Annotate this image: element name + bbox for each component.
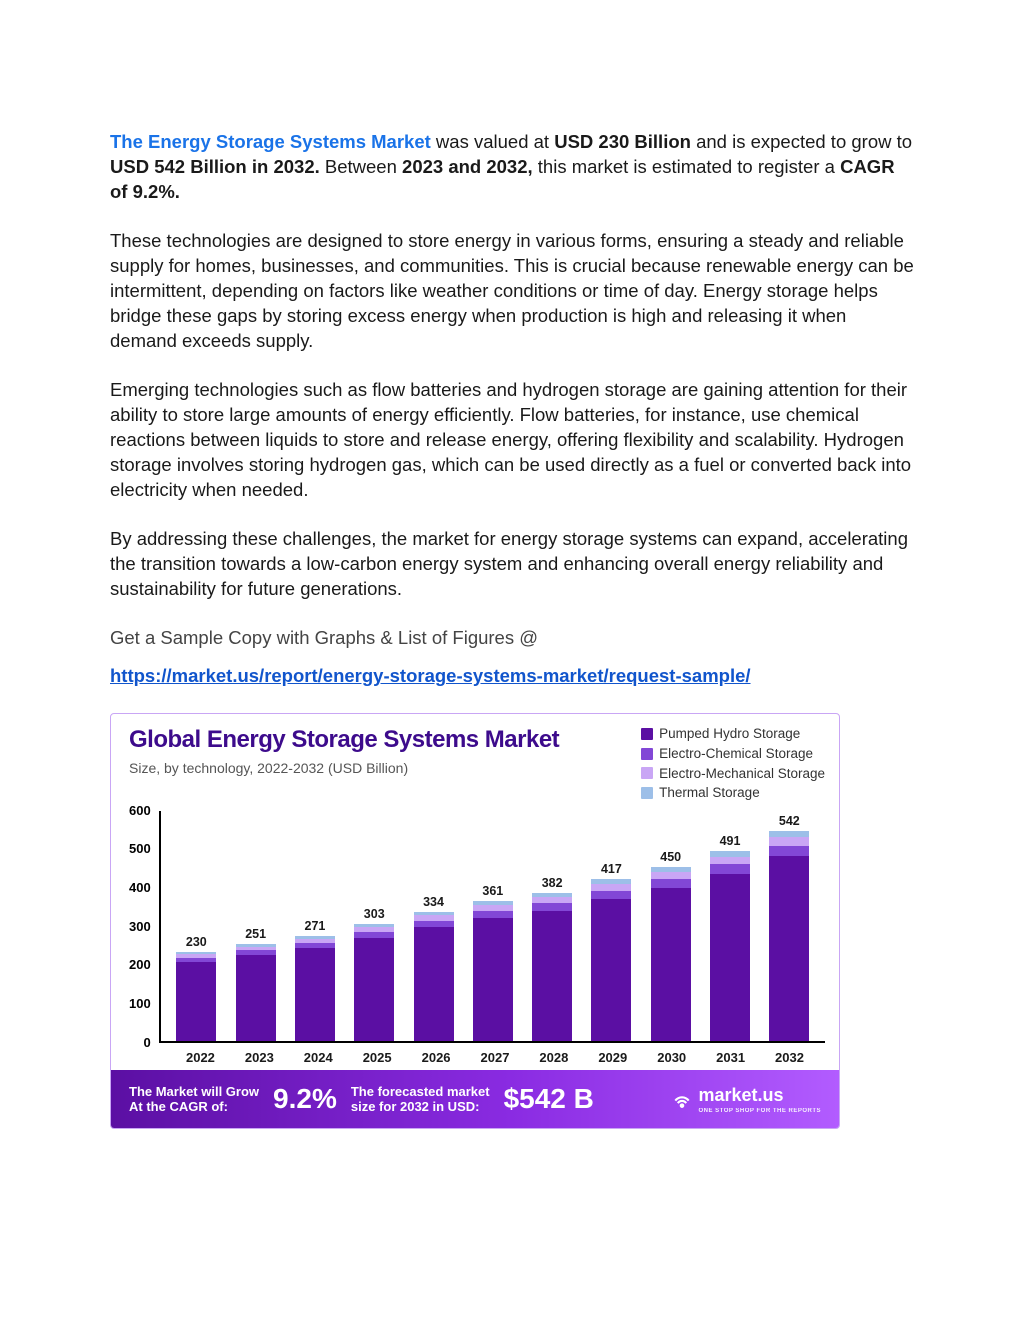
bar-segment-pumped_hydro bbox=[532, 911, 572, 1041]
bar-value-label: 382 bbox=[542, 875, 563, 892]
bar-value-label: 230 bbox=[186, 934, 207, 951]
bar-segment-electro_mechanical bbox=[769, 837, 809, 845]
bar-group: 417 bbox=[591, 879, 631, 1040]
bar-segment-pumped_hydro bbox=[295, 948, 335, 1040]
bar-group: 251 bbox=[236, 944, 276, 1041]
x-tick: 2031 bbox=[711, 1049, 751, 1067]
legend-item: Electro-Chemical Storage bbox=[641, 744, 825, 764]
intro-bold2: USD 542 Billion in 2032. bbox=[110, 156, 320, 177]
legend-label: Thermal Storage bbox=[659, 783, 760, 803]
paragraph-4: By addressing these challenges, the mark… bbox=[110, 527, 916, 602]
x-tick: 2032 bbox=[770, 1049, 810, 1067]
bar-segment-pumped_hydro bbox=[236, 955, 276, 1040]
bar-segment-electro_chemical bbox=[473, 911, 513, 918]
bar-segment-electro_chemical bbox=[591, 891, 631, 899]
bar-segment-electro_mechanical bbox=[651, 872, 691, 879]
bar-segment-pumped_hydro bbox=[176, 962, 216, 1040]
x-tick: 2030 bbox=[652, 1049, 692, 1067]
bar-group: 491 bbox=[710, 851, 750, 1041]
banner-mid: The forecasted marketsize for 2032 in US… bbox=[351, 1084, 490, 1115]
intro-seg3: Between bbox=[320, 156, 402, 177]
bar-segment-pumped_hydro bbox=[769, 856, 809, 1040]
bar-value-label: 542 bbox=[779, 813, 800, 830]
intro-paragraph: The Energy Storage Systems Market was va… bbox=[110, 130, 916, 205]
plot-area: 230 251 271 303 334 361 382 417 450 491 542 bbox=[159, 811, 825, 1043]
chart-subtitle: Size, by technology, 2022-2032 (USD Bill… bbox=[129, 759, 559, 778]
bar-group: 450 bbox=[651, 867, 691, 1041]
bar-segment-pumped_hydro bbox=[354, 938, 394, 1041]
bar-value-label: 491 bbox=[720, 833, 741, 850]
paragraph-3: Emerging technologies such as flow batte… bbox=[110, 378, 916, 503]
sample-url-link[interactable]: https://market.us/report/energy-storage-… bbox=[110, 665, 751, 686]
bar-group: 334 bbox=[414, 912, 454, 1041]
intro-seg2: and is expected to grow to bbox=[691, 131, 912, 152]
bar-group: 382 bbox=[532, 893, 572, 1041]
banner-forecast: $542 B bbox=[504, 1080, 594, 1118]
sample-label: Get a Sample Copy with Graphs & List of … bbox=[110, 626, 916, 651]
chart-card: Global Energy Storage Systems Market Siz… bbox=[110, 713, 840, 1129]
legend-label: Electro-Mechanical Storage bbox=[659, 764, 825, 784]
bar-group: 361 bbox=[473, 901, 513, 1041]
intro-seg4: this market is estimated to register a bbox=[533, 156, 840, 177]
bar-segment-electro_chemical bbox=[651, 879, 691, 888]
bar-segment-electro_mechanical bbox=[710, 857, 750, 865]
legend-swatch bbox=[641, 767, 653, 779]
bar-value-label: 251 bbox=[245, 926, 266, 943]
bar-group: 230 bbox=[176, 952, 216, 1041]
bar-segment-pumped_hydro bbox=[591, 899, 631, 1041]
x-tick: 2028 bbox=[534, 1049, 574, 1067]
bar-segment-pumped_hydro bbox=[651, 888, 691, 1041]
bar-group: 271 bbox=[295, 936, 335, 1041]
bar-value-label: 334 bbox=[423, 894, 444, 911]
legend-item: Electro-Mechanical Storage bbox=[641, 764, 825, 784]
legend-swatch bbox=[641, 748, 653, 760]
bar-segment-electro_chemical bbox=[532, 903, 572, 910]
bar-value-label: 417 bbox=[601, 861, 622, 878]
x-axis: 2022 2023 2024 2025 2026 2027 2028 2029 2030 2031… bbox=[165, 1043, 825, 1067]
x-tick: 2025 bbox=[357, 1049, 397, 1067]
market-title-link[interactable]: The Energy Storage Systems Market bbox=[110, 131, 431, 152]
x-tick: 2022 bbox=[180, 1049, 220, 1067]
x-tick: 2026 bbox=[416, 1049, 456, 1067]
legend-swatch bbox=[641, 787, 653, 799]
x-tick: 2023 bbox=[239, 1049, 279, 1067]
bar-value-label: 361 bbox=[482, 883, 503, 900]
bar-value-label: 303 bbox=[364, 906, 385, 923]
banner-left: The Market will GrowAt the CAGR of: bbox=[129, 1084, 259, 1115]
y-axis: 6005004003002001000 bbox=[129, 811, 159, 1043]
legend-swatch bbox=[641, 728, 653, 740]
bar-segment-electro_chemical bbox=[710, 864, 750, 873]
legend-item: Pumped Hydro Storage bbox=[641, 724, 825, 744]
bar-segment-pumped_hydro bbox=[414, 927, 454, 1041]
bar-value-label: 271 bbox=[305, 918, 326, 935]
bar-segment-electro_chemical bbox=[769, 846, 809, 856]
banner-cagr: 9.2% bbox=[273, 1080, 337, 1118]
x-tick: 2029 bbox=[593, 1049, 633, 1067]
bar-segment-pumped_hydro bbox=[710, 874, 750, 1041]
legend-item: Thermal Storage bbox=[641, 783, 825, 803]
chart-legend: Pumped Hydro StorageElectro-Chemical Sto… bbox=[641, 724, 825, 802]
intro-seg1: was valued at bbox=[431, 131, 554, 152]
banner-brand: market.us ONE STOP SHOP FOR THE REPORTS bbox=[672, 1083, 821, 1115]
x-tick: 2024 bbox=[298, 1049, 338, 1067]
paragraph-2: These technologies are designed to store… bbox=[110, 229, 916, 354]
bar-segment-pumped_hydro bbox=[473, 918, 513, 1041]
bar-group: 542 bbox=[769, 831, 809, 1041]
bar-value-label: 450 bbox=[660, 849, 681, 866]
bar-group: 303 bbox=[354, 924, 394, 1041]
chart-title: Global Energy Storage Systems Market bbox=[129, 724, 559, 756]
chart-footer-banner: The Market will GrowAt the CAGR of: 9.2%… bbox=[111, 1070, 839, 1128]
legend-label: Electro-Chemical Storage bbox=[659, 744, 813, 764]
brand-icon bbox=[672, 1089, 692, 1109]
x-tick: 2027 bbox=[475, 1049, 515, 1067]
legend-label: Pumped Hydro Storage bbox=[659, 724, 800, 744]
intro-bold1: USD 230 Billion bbox=[554, 131, 691, 152]
intro-bold3: 2023 and 2032, bbox=[402, 156, 533, 177]
